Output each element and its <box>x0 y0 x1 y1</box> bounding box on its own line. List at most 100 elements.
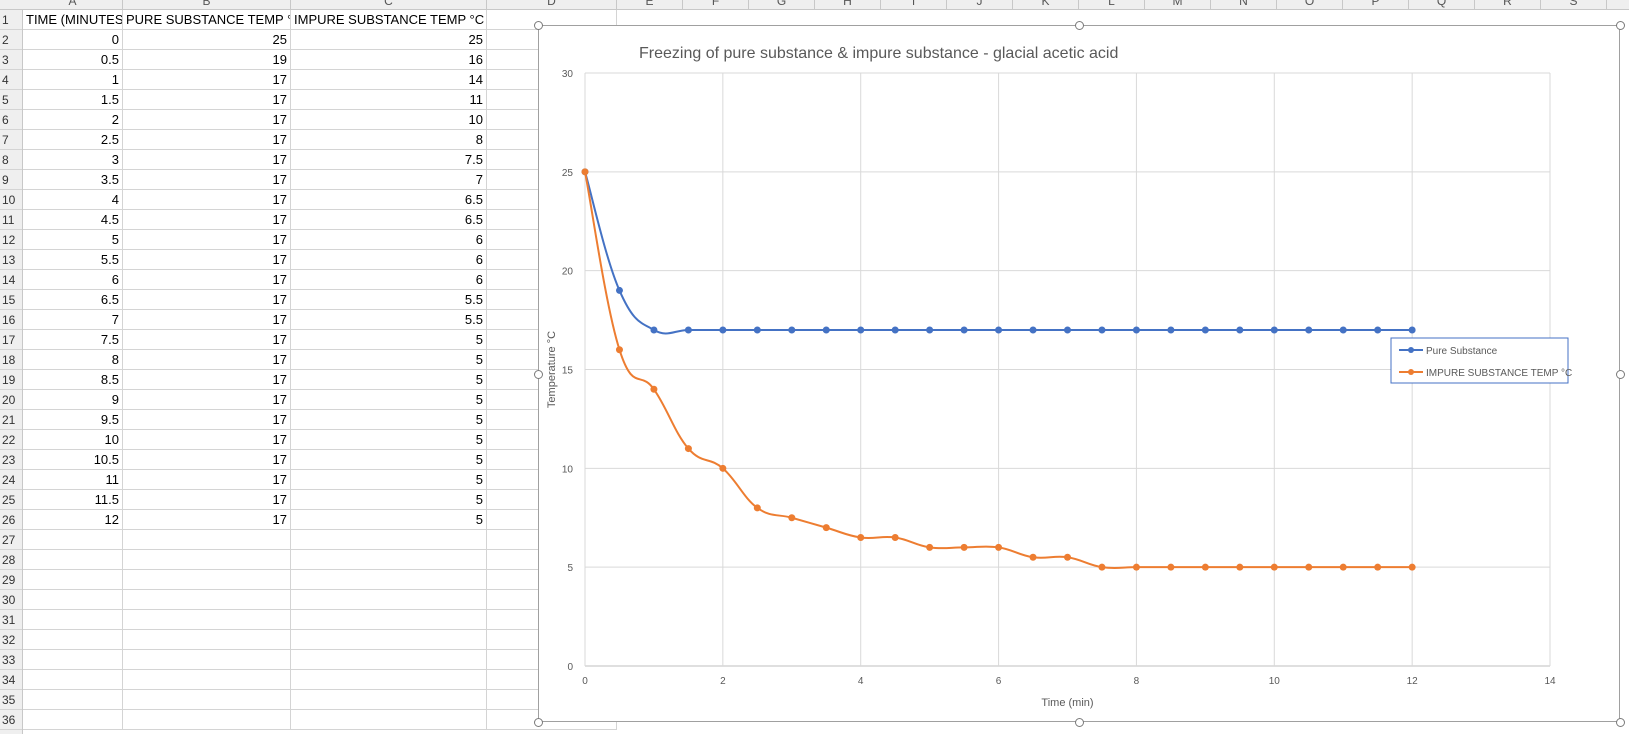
table-cell[interactable]: 10 <box>291 110 487 130</box>
row-header-2[interactable]: 2 <box>0 30 22 50</box>
row-header-5[interactable]: 5 <box>0 90 22 110</box>
table-cell[interactable]: 1.5 <box>23 90 123 110</box>
empty-cell[interactable] <box>23 550 123 570</box>
table-cell[interactable]: 17 <box>123 450 291 470</box>
column-header-m[interactable]: M <box>1145 0 1211 9</box>
table-cell[interactable]: 6 <box>291 230 487 250</box>
table-cell[interactable]: 3 <box>23 150 123 170</box>
table-cell[interactable]: 17 <box>123 490 291 510</box>
empty-cell[interactable] <box>23 530 123 550</box>
table-cell[interactable]: 17 <box>123 90 291 110</box>
table-cell[interactable]: 17 <box>123 170 291 190</box>
empty-cell[interactable] <box>23 590 123 610</box>
table-cell[interactable]: 5 <box>291 450 487 470</box>
empty-cell[interactable] <box>291 590 487 610</box>
table-cell[interactable]: 17 <box>123 350 291 370</box>
table-cell[interactable]: 17 <box>123 510 291 530</box>
table-cell[interactable]: 25 <box>123 30 291 50</box>
resize-handle[interactable] <box>1616 21 1625 30</box>
row-header-10[interactable]: 10 <box>0 190 22 210</box>
table-cell[interactable]: 17 <box>123 70 291 90</box>
chart-object[interactable]: 0 5 10 15 20 25 30 0 2 4 6 8 10 12 14 Freezing of pure … <box>534 21 1625 727</box>
resize-handle[interactable] <box>534 21 543 30</box>
table-cell[interactable]: 14 <box>291 70 487 90</box>
column-header-f[interactable]: F <box>683 0 749 9</box>
row-header-31[interactable]: 31 <box>0 610 22 630</box>
column-header-h[interactable]: H <box>815 0 881 9</box>
resize-handle[interactable] <box>1616 369 1625 379</box>
row-header-17[interactable]: 17 <box>0 330 22 350</box>
table-cell[interactable]: 5.5 <box>23 250 123 270</box>
empty-cell[interactable] <box>123 630 291 650</box>
row-header-15[interactable]: 15 <box>0 290 22 310</box>
table-cell[interactable]: 5 <box>291 510 487 530</box>
table-cell[interactable]: 7 <box>291 170 487 190</box>
table-cell[interactable]: 17 <box>123 110 291 130</box>
row-header-27[interactable]: 27 <box>0 530 22 550</box>
table-cell[interactable]: 0.5 <box>23 50 123 70</box>
empty-cell[interactable] <box>123 530 291 550</box>
row-header-7[interactable]: 7 <box>0 130 22 150</box>
row-header-25[interactable]: 25 <box>0 490 22 510</box>
table-cell[interactable]: 2.5 <box>23 130 123 150</box>
empty-cell[interactable] <box>23 710 123 730</box>
table-cell[interactable]: 5 <box>291 370 487 390</box>
table-cell[interactable]: 7.5 <box>23 330 123 350</box>
table-cell[interactable]: 25 <box>291 30 487 50</box>
table-cell[interactable]: 5 <box>291 350 487 370</box>
column-header-s[interactable]: S <box>1541 0 1607 9</box>
table-cell[interactable]: 17 <box>123 150 291 170</box>
resize-handle[interactable] <box>534 718 543 727</box>
row-header-1[interactable]: 1 <box>0 10 22 30</box>
row-header-18[interactable]: 18 <box>0 350 22 370</box>
column-header-d[interactable]: D <box>487 0 617 9</box>
column-header-p[interactable]: P <box>1343 0 1409 9</box>
table-cell[interactable]: 2 <box>23 110 123 130</box>
row-header-21[interactable]: 21 <box>0 410 22 430</box>
table-cell[interactable]: 5 <box>291 390 487 410</box>
table-cell[interactable]: 19 <box>123 50 291 70</box>
table-cell[interactable]: 0 <box>23 30 123 50</box>
resize-handle[interactable] <box>534 369 543 379</box>
row-header-23[interactable]: 23 <box>0 450 22 470</box>
row-header-13[interactable]: 13 <box>0 250 22 270</box>
resize-handle[interactable] <box>1616 718 1625 727</box>
empty-cell[interactable] <box>23 610 123 630</box>
empty-cell[interactable] <box>291 710 487 730</box>
row-header-26[interactable]: 26 <box>0 510 22 530</box>
resize-handle[interactable] <box>1075 718 1084 727</box>
empty-cell[interactable] <box>291 550 487 570</box>
table-cell[interactable]: 6.5 <box>23 290 123 310</box>
table-cell[interactable]: 6 <box>291 270 487 290</box>
table-cell[interactable]: 17 <box>123 130 291 150</box>
table-cell[interactable]: 17 <box>123 190 291 210</box>
table-cell[interactable]: 5 <box>291 330 487 350</box>
empty-cell[interactable] <box>291 570 487 590</box>
empty-cell[interactable] <box>123 550 291 570</box>
row-header-29[interactable]: 29 <box>0 570 22 590</box>
table-cell[interactable]: 6 <box>291 250 487 270</box>
row-header-19[interactable]: 19 <box>0 370 22 390</box>
table-cell[interactable]: 17 <box>123 210 291 230</box>
row-header-24[interactable]: 24 <box>0 470 22 490</box>
table-cell[interactable]: 17 <box>123 430 291 450</box>
empty-cell[interactable] <box>23 630 123 650</box>
row-header-32[interactable]: 32 <box>0 630 22 650</box>
table-header-cell[interactable]: IMPURE SUBSTANCE TEMP °C <box>291 10 487 30</box>
empty-cell[interactable] <box>123 610 291 630</box>
row-header-22[interactable]: 22 <box>0 430 22 450</box>
column-header-c[interactable]: C <box>291 0 487 9</box>
table-cell[interactable]: 1 <box>23 70 123 90</box>
table-cell[interactable]: 17 <box>123 310 291 330</box>
table-cell[interactable]: 9.5 <box>23 410 123 430</box>
row-header-30[interactable]: 30 <box>0 590 22 610</box>
column-header-r[interactable]: R <box>1475 0 1541 9</box>
table-cell[interactable]: 17 <box>123 230 291 250</box>
empty-cell[interactable] <box>123 690 291 710</box>
empty-cell[interactable] <box>291 690 487 710</box>
empty-cell[interactable] <box>23 670 123 690</box>
table-cell[interactable]: 10.5 <box>23 450 123 470</box>
table-cell[interactable]: 17 <box>123 330 291 350</box>
column-header-e[interactable]: E <box>617 0 683 9</box>
empty-cell[interactable] <box>23 570 123 590</box>
